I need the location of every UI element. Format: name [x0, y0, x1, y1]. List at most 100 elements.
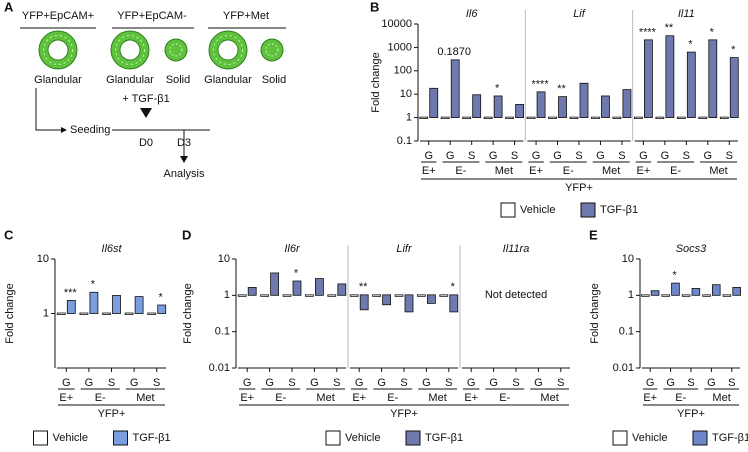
legend-label: Vehicle	[345, 432, 380, 444]
group-label: Met	[316, 392, 334, 404]
x-tick-label: S	[511, 150, 518, 162]
x-tick-label: G	[467, 377, 476, 389]
bar	[419, 116, 429, 119]
bar	[314, 278, 324, 296]
panel-label: E	[589, 227, 598, 242]
bar	[270, 272, 280, 296]
legend-label: Vehicle	[53, 432, 88, 444]
x-tick-label: S	[687, 377, 694, 389]
x-tick-label: G	[424, 150, 433, 162]
bar	[89, 291, 99, 314]
significance: *	[294, 267, 299, 279]
x-tick-label: G	[489, 377, 498, 389]
x-tick-label: G	[666, 377, 675, 389]
group-label: Met	[602, 165, 620, 177]
legend-label: Vehicle	[520, 204, 555, 216]
x-tick-label: S	[108, 377, 115, 389]
group-title: YFP+	[390, 408, 418, 420]
significance: *	[731, 44, 736, 56]
bar	[644, 39, 653, 119]
bar	[505, 116, 515, 119]
bar	[702, 294, 711, 297]
y-tick-label: 10	[218, 253, 230, 265]
y-axis-label: Fold change	[370, 52, 382, 113]
significance: *	[91, 279, 96, 291]
y-tick-label: 1	[628, 289, 634, 301]
legend-swatch	[500, 202, 516, 218]
bar	[483, 116, 493, 119]
subplot-title: Il6	[466, 8, 479, 20]
bar	[450, 59, 460, 118]
x-tick-label: S	[728, 377, 735, 389]
bar	[426, 294, 436, 304]
group-title: YFP+	[565, 182, 593, 194]
bar	[612, 116, 622, 119]
x-tick-label: G	[532, 150, 541, 162]
bar	[671, 282, 680, 296]
group-label: E+	[643, 392, 657, 404]
x-tick-label: G	[130, 377, 139, 389]
significance: **	[359, 281, 368, 293]
group-title: YFP+EpCAM-	[117, 10, 187, 22]
significance: *	[495, 82, 500, 94]
bar	[327, 294, 337, 297]
group-title: YFP+	[98, 408, 126, 420]
group-label: E+	[422, 165, 436, 177]
group-label: E-	[499, 392, 510, 404]
bar	[732, 287, 741, 296]
significance: ****	[532, 78, 550, 90]
x-tick-label: S	[153, 377, 160, 389]
significance: *	[710, 26, 715, 38]
bar	[569, 116, 579, 119]
y-tick-label: 10	[400, 88, 412, 100]
x-tick-label: S	[512, 377, 519, 389]
legend-label: TGF-β1	[712, 432, 748, 444]
x-tick-label: G	[596, 150, 605, 162]
x-tick-label: S	[288, 377, 295, 389]
x-tick-label: G	[707, 377, 716, 389]
bar	[79, 312, 89, 315]
x-tick-label: G	[85, 377, 94, 389]
bar	[708, 39, 718, 119]
organoid-label: Solid	[262, 74, 286, 86]
x-tick-label: S	[726, 150, 733, 162]
bar	[440, 116, 450, 119]
organoid-label: Glandular	[34, 74, 82, 86]
legend-swatch	[580, 202, 596, 218]
x-tick-label: G	[661, 150, 670, 162]
group-label: E-	[563, 165, 574, 177]
bar	[548, 116, 557, 119]
x-tick-label: G	[62, 377, 71, 389]
bar	[349, 294, 359, 297]
group-label: E-	[455, 165, 466, 177]
subplot-title: Socs3	[676, 243, 707, 255]
panel-a: A YFP+EpCAM+ YFP+EpCAM- YFP+Met Glandula…	[4, 0, 286, 180]
y-tick-label: 10	[622, 253, 634, 265]
bar	[372, 294, 382, 297]
group-title: YFP+	[677, 408, 705, 420]
bar	[536, 91, 546, 119]
group-label: Met	[136, 392, 154, 404]
bar	[429, 87, 439, 119]
arrow-head	[180, 156, 188, 163]
y-tick-label: 100	[394, 65, 412, 77]
bar	[493, 95, 503, 119]
organoid-label: Glandular	[106, 74, 154, 86]
y-tick-label: 1	[43, 307, 49, 319]
treatment-label: + TGF-β1	[122, 93, 169, 105]
x-tick-label: S	[683, 150, 690, 162]
bar	[558, 96, 567, 118]
y-tick-label: 1	[406, 112, 412, 124]
panel-label: D	[182, 227, 191, 242]
y-tick-label: 10000	[381, 18, 412, 30]
legend-label: TGF-β1	[133, 432, 171, 444]
x-tick-label: G	[310, 377, 319, 389]
legend-swatch	[113, 430, 128, 446]
bar	[337, 283, 347, 296]
arrow-head	[61, 127, 67, 133]
significance: ****	[639, 26, 657, 38]
legend-swatch	[692, 430, 708, 446]
bar	[134, 296, 144, 314]
bar	[66, 300, 76, 314]
legend-swatch	[33, 430, 48, 446]
